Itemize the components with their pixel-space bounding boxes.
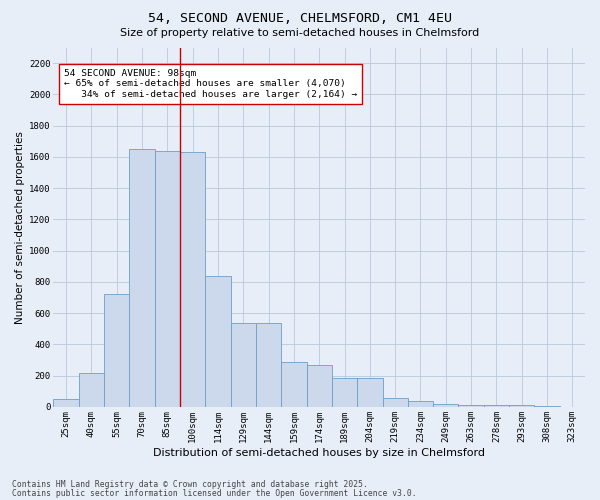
Bar [79, 372, 104, 407]
Bar [155, 150, 180, 407]
Bar [433, 404, 458, 407]
Bar [535, 406, 560, 407]
Bar [408, 400, 433, 407]
Bar [332, 378, 357, 407]
Bar [281, 362, 307, 407]
Bar [307, 364, 332, 407]
Text: 54, SECOND AVENUE, CHELMSFORD, CM1 4EU: 54, SECOND AVENUE, CHELMSFORD, CM1 4EU [148, 12, 452, 26]
Bar [383, 398, 408, 407]
Bar [205, 276, 230, 407]
X-axis label: Distribution of semi-detached houses by size in Chelmsford: Distribution of semi-detached houses by … [153, 448, 485, 458]
Bar [104, 294, 130, 407]
Text: Size of property relative to semi-detached houses in Chelmsford: Size of property relative to semi-detach… [121, 28, 479, 38]
Text: 54 SECOND AVENUE: 98sqm
← 65% of semi-detached houses are smaller (4,070)
   34%: 54 SECOND AVENUE: 98sqm ← 65% of semi-de… [64, 69, 358, 99]
Bar [53, 399, 79, 407]
Bar [180, 152, 205, 407]
Bar [230, 322, 256, 407]
Bar [130, 149, 155, 407]
Text: Contains HM Land Registry data © Crown copyright and database right 2025.: Contains HM Land Registry data © Crown c… [12, 480, 368, 489]
Y-axis label: Number of semi-detached properties: Number of semi-detached properties [15, 131, 25, 324]
Bar [458, 404, 484, 407]
Bar [509, 406, 535, 407]
Text: Contains public sector information licensed under the Open Government Licence v3: Contains public sector information licen… [12, 488, 416, 498]
Bar [484, 406, 509, 407]
Bar [357, 378, 383, 407]
Bar [256, 322, 281, 407]
